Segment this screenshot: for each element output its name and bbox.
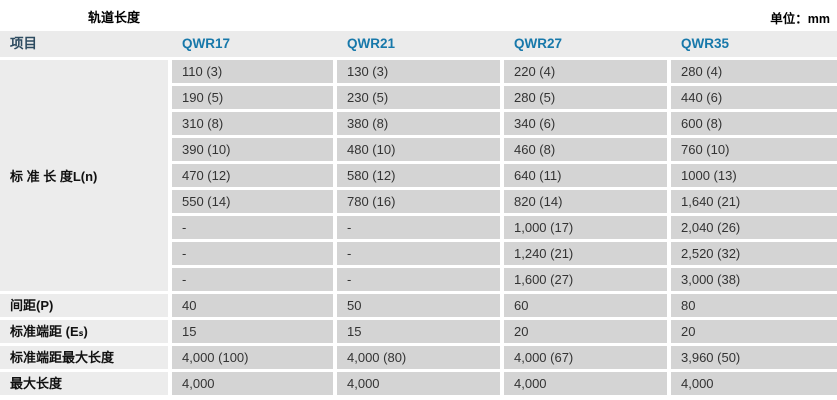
table-cell: 280 (5) xyxy=(504,86,667,109)
table-cell: - xyxy=(337,242,500,265)
table-cell: 550 (14) xyxy=(172,190,333,213)
table-cell: 310 (8) xyxy=(172,112,333,135)
title-bar: 轨道长度 单位：mm xyxy=(0,0,837,31)
table-cell: 760 (10) xyxy=(671,138,837,161)
table-cell: 50 xyxy=(337,294,500,317)
table-cell: 15 xyxy=(172,320,333,343)
table-cell: 3,000 (38) xyxy=(671,268,837,291)
spec-label-standard-end-distance: 标准端距 (Eₛ) xyxy=(0,320,168,343)
table-cell: 130 (3) xyxy=(337,60,500,83)
table-cell: 1000 (13) xyxy=(671,164,837,187)
table-cell: 470 (12) xyxy=(172,164,333,187)
spec-label-pitch: 间距(P) xyxy=(0,294,168,317)
table-cell: - xyxy=(172,242,333,265)
column-header-item: 项目 xyxy=(10,36,37,51)
spec-label-max-length-standard-end: 标准端距最大长度 xyxy=(0,346,168,369)
table-cell: 20 xyxy=(671,320,837,343)
column-header-qwr27: QWR27 xyxy=(514,36,563,51)
table-cell: - xyxy=(337,216,500,239)
standard-length-label: 标 准 长 度L(n) xyxy=(0,60,168,291)
table-cell: 230 (5) xyxy=(337,86,500,109)
table-cell: 60 xyxy=(504,294,667,317)
table-cell: - xyxy=(172,216,333,239)
rail-length-table: 项目 QWR17 QWR21 QWR27 QWR35 标 准 长 度L(n) 1… xyxy=(0,31,837,395)
table-cell: 640 (11) xyxy=(504,164,667,187)
spec-label-max-length: 最大长度 xyxy=(0,372,168,395)
table-cell: 4,000 xyxy=(337,372,500,395)
table-cell: 600 (8) xyxy=(671,112,837,135)
table-cell: 4,000 xyxy=(172,372,333,395)
table-cell: 2,520 (32) xyxy=(671,242,837,265)
table-cell: 220 (4) xyxy=(504,60,667,83)
table-cell: 580 (12) xyxy=(337,164,500,187)
table-cell: - xyxy=(337,268,500,291)
table-cell: 190 (5) xyxy=(172,86,333,109)
column-header-qwr35: QWR35 xyxy=(681,36,730,51)
table-cell: 440 (6) xyxy=(671,86,837,109)
table-cell: 4,000 xyxy=(504,372,667,395)
table-cell: 390 (10) xyxy=(172,138,333,161)
table-cell: 20 xyxy=(504,320,667,343)
table-cell: 280 (4) xyxy=(671,60,837,83)
table-cell: 4,000 (100) xyxy=(172,346,333,369)
column-header-qwr17: QWR17 xyxy=(182,36,231,51)
table-cell: 820 (14) xyxy=(504,190,667,213)
table-cell: - xyxy=(172,268,333,291)
table-cell: 4,000 (67) xyxy=(504,346,667,369)
table-header-row: 项目 QWR17 QWR21 QWR27 QWR35 xyxy=(0,31,837,57)
table-cell: 780 (16) xyxy=(337,190,500,213)
table-cell: 380 (8) xyxy=(337,112,500,135)
table-cell: 1,240 (21) xyxy=(504,242,667,265)
table-cell: 3,960 (50) xyxy=(671,346,837,369)
table-cell: 1,000 (17) xyxy=(504,216,667,239)
table-cell: 1,640 (21) xyxy=(671,190,837,213)
table-cell: 4,000 xyxy=(671,372,837,395)
table-cell: 1,600 (27) xyxy=(504,268,667,291)
table-body: 标 准 长 度L(n) 110 (3) 130 (3) 220 (4) 280 … xyxy=(0,60,837,395)
table-cell: 460 (8) xyxy=(504,138,667,161)
table-cell: 480 (10) xyxy=(337,138,500,161)
column-header-qwr21: QWR21 xyxy=(347,36,396,51)
table-cell: 40 xyxy=(172,294,333,317)
table-cell: 2,040 (26) xyxy=(671,216,837,239)
table-cell: 80 xyxy=(671,294,837,317)
table-cell: 15 xyxy=(337,320,500,343)
table-cell: 340 (6) xyxy=(504,112,667,135)
page-title: 轨道长度 xyxy=(88,10,141,25)
unit-label: 单位：mm xyxy=(770,12,830,26)
table-cell: 4,000 (80) xyxy=(337,346,500,369)
table-cell: 110 (3) xyxy=(172,60,333,83)
